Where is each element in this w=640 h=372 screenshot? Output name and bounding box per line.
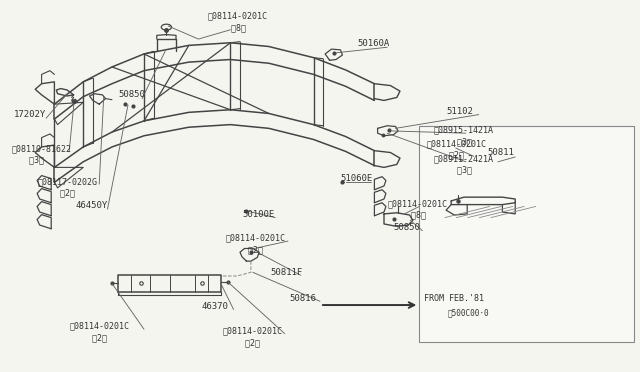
Text: （2）: （2） (233, 245, 263, 254)
Text: FROM FEB.'81: FROM FEB.'81 (424, 294, 484, 303)
Text: Ⓑ08114-0201C: Ⓑ08114-0201C (388, 199, 448, 208)
Text: Ⓑ08114-0201C: Ⓑ08114-0201C (225, 234, 285, 243)
Text: 51102: 51102 (447, 107, 474, 116)
Text: 51060E: 51060E (340, 174, 372, 183)
Text: 50811: 50811 (488, 148, 515, 157)
Text: Ⓑ08114-0201C: Ⓑ08114-0201C (208, 12, 268, 20)
Text: 50816: 50816 (289, 294, 316, 303)
Text: Ⓑ08110-81622: Ⓑ08110-81622 (12, 144, 72, 153)
Text: Ⓜ08915-1421A: Ⓜ08915-1421A (434, 126, 494, 135)
Text: 17202Y: 17202Y (14, 110, 46, 119)
Text: 50850: 50850 (118, 90, 145, 99)
Text: （2）: （2） (434, 151, 464, 160)
Text: 46370: 46370 (202, 302, 228, 311)
Text: Ⓑ08114-0201C: Ⓑ08114-0201C (69, 321, 129, 330)
Text: （8）: （8） (396, 211, 426, 220)
Text: （3）: （3） (19, 156, 44, 165)
Text: Ⓑ08114-0201C: Ⓑ08114-0201C (223, 327, 283, 336)
Text: 倌500C00·0: 倌500C00·0 (448, 308, 490, 317)
Text: Ⓑ08114-0201C: Ⓑ08114-0201C (426, 139, 486, 148)
Text: （8）: （8） (221, 24, 246, 33)
Text: （2）: （2） (77, 333, 107, 342)
Text: （2）: （2） (230, 338, 260, 347)
Text: 50100E: 50100E (242, 211, 274, 219)
Text: 46450Y: 46450Y (76, 201, 108, 210)
Text: （3）: （3） (442, 137, 472, 146)
Text: 50160A: 50160A (357, 39, 389, 48)
Text: （3）: （3） (442, 166, 472, 174)
Text: Ⓑ08117-0202G: Ⓑ08117-0202G (37, 177, 97, 186)
Text: （2）: （2） (45, 189, 75, 198)
Text: Ⓝ08911-2421A: Ⓝ08911-2421A (434, 154, 494, 163)
Text: 50811F: 50811F (270, 268, 302, 277)
Bar (419, 126, 634, 342)
Text: 50850: 50850 (394, 224, 420, 232)
